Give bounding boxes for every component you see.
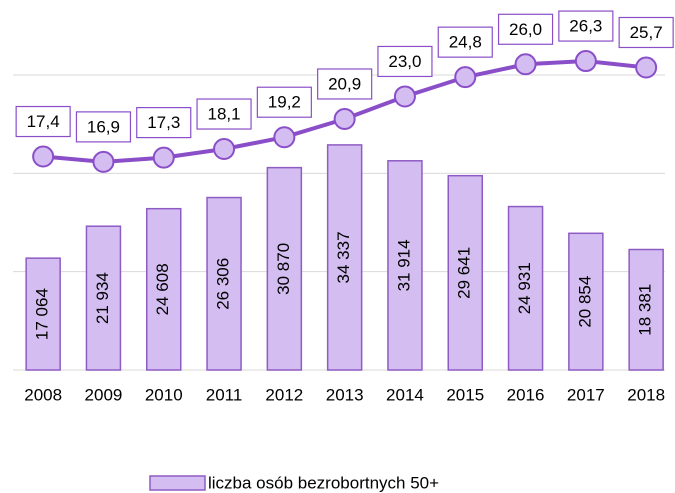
bar bbox=[25, 257, 61, 371]
bar bbox=[447, 174, 483, 371]
line-marker bbox=[574, 50, 597, 73]
label-box bbox=[497, 13, 554, 45]
line-marker bbox=[92, 150, 115, 173]
label-box bbox=[558, 10, 614, 42]
line-marker bbox=[454, 66, 477, 89]
line-value-label: 18,1 bbox=[208, 105, 241, 124]
bar bbox=[206, 196, 242, 371]
line-value-label: 23,0 bbox=[388, 52, 421, 71]
bar bbox=[568, 232, 604, 371]
x-tick-label: 2015 bbox=[446, 385, 484, 404]
bar-value-label: 29 641 bbox=[455, 247, 474, 299]
line-marker bbox=[32, 145, 55, 168]
line-marker bbox=[514, 53, 537, 76]
legend-label: liczba osób bezrobortnych 50+ bbox=[208, 473, 439, 492]
x-tick-label: 2009 bbox=[85, 385, 123, 404]
bar bbox=[326, 144, 363, 371]
x-tick-label: 2014 bbox=[386, 385, 424, 404]
bar bbox=[507, 205, 544, 371]
line-marker bbox=[213, 138, 236, 161]
bar bbox=[628, 248, 664, 371]
label-box bbox=[317, 68, 373, 100]
bar bbox=[266, 166, 303, 371]
legend-swatch bbox=[149, 475, 206, 491]
label-box bbox=[15, 105, 71, 138]
bar-value-label: 34 337 bbox=[334, 231, 353, 283]
label-box bbox=[377, 45, 433, 78]
bar bbox=[146, 207, 182, 371]
label-box bbox=[196, 98, 252, 130]
x-tick-label: 2017 bbox=[567, 385, 605, 404]
x-tick-label: 2018 bbox=[627, 385, 665, 404]
label-box bbox=[618, 16, 674, 49]
line-value-label: 20,9 bbox=[328, 74, 361, 93]
bar-value-label: 20 854 bbox=[575, 276, 594, 328]
x-tick-label: 2012 bbox=[265, 385, 303, 404]
label-box bbox=[256, 86, 312, 118]
line-value-label: 19,2 bbox=[268, 93, 301, 112]
bar-value-label: 21 934 bbox=[93, 272, 112, 324]
x-tick-label: 2010 bbox=[145, 385, 183, 404]
line-value-label: 25,7 bbox=[630, 23, 663, 42]
line-value-label: 16,9 bbox=[87, 117, 120, 136]
line-marker bbox=[273, 126, 296, 149]
bar-value-label: 17 064 bbox=[33, 288, 52, 340]
bar-value-label: 26 306 bbox=[214, 258, 233, 310]
line-value-label: 24,8 bbox=[449, 33, 482, 52]
line-value-label: 26,3 bbox=[569, 17, 602, 36]
bar-value-label: 18 381 bbox=[636, 284, 655, 336]
label-box bbox=[75, 111, 132, 143]
line-marker bbox=[393, 85, 416, 108]
line-marker bbox=[635, 56, 658, 79]
bar bbox=[85, 225, 122, 371]
x-tick-label: 2013 bbox=[326, 385, 364, 404]
line-value-label: 26,0 bbox=[509, 20, 542, 39]
x-tick-label: 2011 bbox=[206, 385, 243, 404]
x-tick-label: 2008 bbox=[24, 385, 62, 404]
label-box bbox=[136, 106, 192, 139]
bar-value-label: 24 608 bbox=[153, 263, 172, 315]
line-value-label: 17,4 bbox=[27, 112, 60, 131]
line-value-label: 17,3 bbox=[147, 113, 180, 132]
label-box bbox=[437, 26, 493, 58]
bar-value-label: 30 870 bbox=[274, 243, 293, 295]
bar-value-label: 31 914 bbox=[394, 239, 413, 291]
line-marker bbox=[152, 146, 175, 169]
x-tick-label: 2016 bbox=[507, 385, 545, 404]
bar-value-label: 24 931 bbox=[515, 262, 534, 314]
bar bbox=[387, 160, 423, 371]
line-marker bbox=[333, 107, 356, 130]
